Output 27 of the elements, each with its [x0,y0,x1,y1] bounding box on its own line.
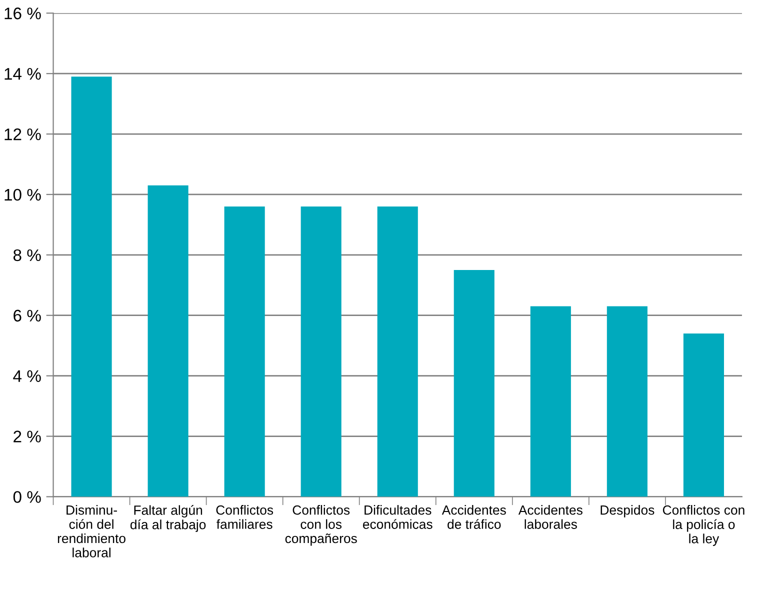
y-tick-label: 0 % [13,491,41,503]
y-tick-label: 4 % [13,370,41,382]
x-tick-label: Accidentes de tráfico [442,505,506,529]
bar [606,306,648,497]
y-tick-label: 8 % [13,249,41,262]
y-tick-label: 10 % [4,188,41,201]
y-tick-label: 12 % [4,128,41,140]
bar [148,185,188,497]
y-tick-label: 2 % [14,430,41,442]
x-tick-label: Conflictos con los compañeros [285,505,357,546]
y-tick-label: 16 % [4,8,41,20]
bar [300,206,342,497]
x-tick-label: Disminu- ción del rendimiento laboral [58,505,126,558]
bar [454,270,494,497]
x-tick-label: Despidos [600,505,654,518]
y-tick-label: 14 % [4,68,41,80]
bar [71,76,112,497]
x-tick-label: Dificultades económicas [362,505,432,529]
bar [530,306,571,497]
bar [377,206,418,497]
x-tick-label: Faltar algún día al trabajo [130,505,206,532]
x-tick-label: Conflictos familiares [216,505,274,529]
x-tick-label: Accidentes laborales [518,505,582,529]
x-tick-label: Conflictos con la policía o la ley [662,505,744,546]
bar [224,206,265,497]
bar [683,334,724,497]
y-tick-label: 6 % [14,310,41,322]
